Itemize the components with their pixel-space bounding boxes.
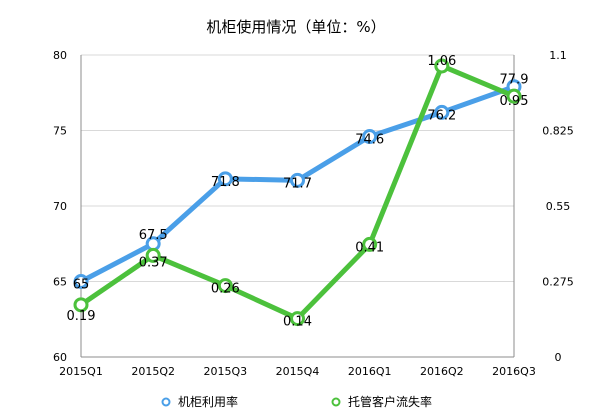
data-point [145,247,161,263]
right-tick-label: 0.55 [546,200,571,213]
x-tick-label: 2016Q1 [348,365,392,378]
left-tick-label: 65 [53,276,67,289]
x-tick-label: 2016Q3 [492,365,536,378]
series-line-churn [78,63,517,322]
data-point [506,88,522,104]
data-point [362,129,378,145]
data-point [290,172,305,188]
x-tick-label: 2015Q1 [59,365,103,378]
data-label: 0.14 [283,315,312,330]
legend-item-churn: 托管客户流失率 [331,394,432,409]
data-label: 71.7 [283,176,312,191]
data-label: 0.41 [355,240,384,255]
data-point [217,278,233,294]
data-label: 67.5 [139,228,168,243]
x-axis-ticks: 2015Q1 2015Q2 2015Q3 2015Q4 2016Q1 2016Q2 2016… [59,365,536,378]
series: 65 67.5 71.8 71.7 74.6 76.2 77.9 0.19 0.37 0.26 0.… [67,54,529,330]
right-tick-label: 0 [555,351,562,364]
data-point [434,58,450,74]
data-label: 74.6 [355,133,384,148]
data-label: 0.26 [211,282,240,297]
data-point [362,236,378,252]
data-point [73,297,89,313]
x-tick-label: 2015Q4 [276,365,320,378]
left-axis-ticks: 60 65 70 75 80 [53,49,67,364]
left-tick-label: 75 [53,125,67,138]
data-point [290,311,305,327]
data-label: 0.95 [500,94,529,109]
right-tick-label: 1.1 [549,49,567,62]
gridlines [81,54,514,282]
right-axis-ticks: 0 0.275 0.55 0.825 1.1 [542,49,574,364]
legend-item-utilization: 机柜利用率 [161,394,238,409]
legend-label: 托管客户流失率 [348,394,432,409]
data-label: 77.9 [500,73,529,88]
legend-marker [331,397,341,407]
x-tick-label: 2016Q2 [420,365,464,378]
data-point [217,171,233,187]
x-tick-label: 2015Q2 [131,365,175,378]
legend-marker [161,397,171,407]
data-label: 0.37 [139,255,168,270]
data-label: 0.19 [67,309,96,324]
data-point [434,104,450,120]
right-tick-label: 0.275 [542,276,574,289]
data-label: 65 [73,278,90,293]
right-tick-label: 0.825 [542,125,574,138]
left-tick-label: 80 [53,49,67,62]
left-tick-label: 60 [53,351,67,364]
x-tick-label: 2015Q3 [204,365,248,378]
legend-label: 机柜利用率 [178,394,238,409]
chart-title: 机柜使用情况（单位：%） [206,18,385,36]
data-label: 1.06 [427,54,456,69]
data-point [73,274,89,289]
legend: 机柜利用率 托管客户流失率 [161,394,432,409]
data-label: 76.2 [427,108,456,123]
left-tick-label: 70 [53,200,67,213]
data-label: 71.8 [211,175,240,190]
